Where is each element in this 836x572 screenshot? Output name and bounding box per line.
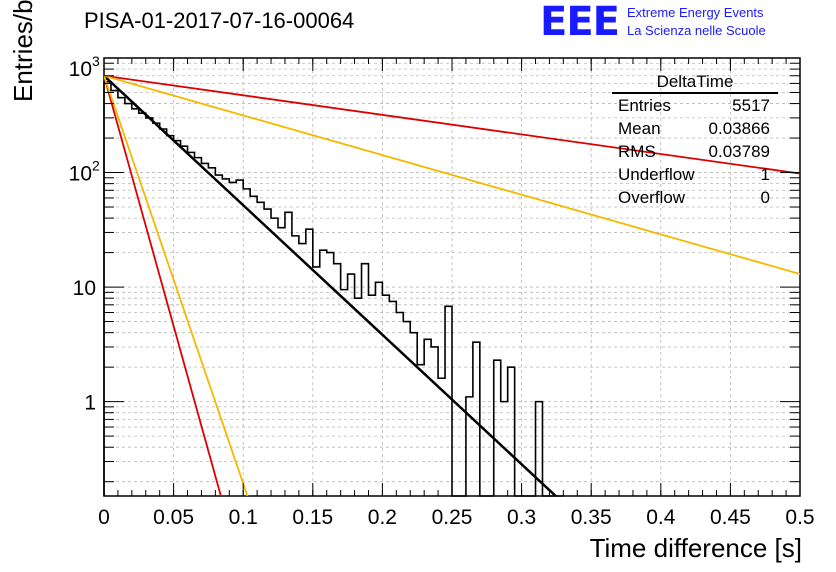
x-tick-label: 0.2 [368,506,397,529]
eee-logo-mark: EEE [540,0,620,45]
stats-row-underflow: Underflow 1 [612,163,778,186]
eee-logo-text: Extreme Energy Events La Scienza nelle S… [627,2,766,40]
x-tick-label: 0.5 [785,506,814,529]
stats-value: 0.03789 [708,142,770,161]
y-tick-label: 10 [69,163,92,186]
stats-value: 0 [760,188,770,207]
stats-value: 5517 [732,96,770,115]
fit-line-3 [104,75,222,496]
stats-row-overflow: Overflow 0 [612,186,778,209]
stats-label: Mean [618,119,661,138]
stats-label: Overflow [618,188,686,207]
fit-line-4 [104,75,249,496]
fit-line-0 [104,74,558,496]
x-tick-label: 0.25 [432,506,473,529]
x-tick-label: 0.4 [646,506,676,529]
x-tick-label: 0 [98,506,110,529]
x-tick-label: 0.1 [229,506,258,529]
logo-line-1: Extreme Energy Events [626,5,764,20]
fit-line-2 [104,74,800,275]
y-tick-exponent: 3 [92,53,100,69]
x-tick-label: 0.3 [507,506,536,529]
x-tick-label: 0.45 [710,506,751,529]
y-tick-label: 10 [73,277,96,300]
stats-row-mean: Mean 0.03866 [612,117,778,140]
stats-value: 1 [760,165,770,184]
fit-lines [104,74,800,496]
x-tick-label: 0.15 [292,506,333,529]
x-tick-label: 0.05 [153,506,194,529]
logo-line-2: La Scienza nelle Scuole [626,23,766,38]
x-tick-label: 0.35 [571,506,612,529]
stats-label: RMS [618,142,656,161]
y-tick-label: 10 [69,58,92,81]
y-axis-label: Entries/bin [8,0,38,102]
y-tick-label: 1 [84,392,96,415]
axes: 0 0.05 0.1 0.15 0.2 0.25 0.3 0.35 0.4 0.45 0.51101… [69,53,815,529]
x-axis-label: Time difference [s] [589,533,802,563]
stats-box: DeltaTime Entries 5517 Mean 0.03866 RMS … [612,72,778,209]
y-tick-exponent: 2 [92,158,100,174]
stats-value: 0.03866 [708,119,770,138]
stats-name: DeltaTime [612,72,778,94]
fit-line-1 [104,74,800,175]
stats-label: Entries [618,96,671,115]
stats-row-entries: Entries 5517 [612,94,778,117]
eee-logo: EEE Extreme Energy Events La Scienza nel… [540,2,766,42]
stats-row-rms: RMS 0.03789 [612,140,778,163]
plot-title: PISA-01-2017-07-16-00064 [84,8,355,33]
stats-label: Underflow [618,165,695,184]
